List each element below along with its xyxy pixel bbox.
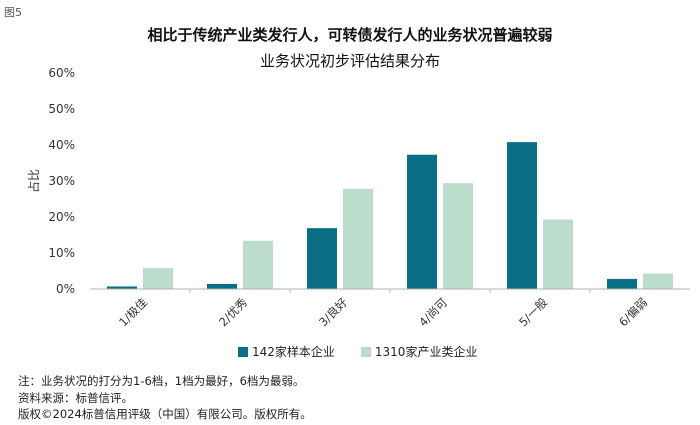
x-tick-label: 3/良好 (316, 295, 350, 329)
y-axis-label: 占比 (26, 169, 41, 193)
note-source: 资料来源：标普信评。 (18, 390, 133, 405)
footnotes: 注：业务状况的打分为1-6档，1档为最好，6档为最弱。 资料来源：标普信评。 版… (18, 373, 312, 423)
x-tick-label: 1/极佳 (116, 295, 150, 329)
legend-label-sample: 142家样本企业 (252, 345, 335, 359)
x-tick-label: 6/偏弱 (616, 295, 650, 329)
bar-industry-4 (443, 183, 473, 289)
y-axis-ticks: 0% 10% 20% 30% 40% 50% 60% (48, 66, 75, 296)
chart-title: 相比于传统产业类发行人，可转债发行人的业务状况普遍较弱 (147, 26, 553, 44)
x-tick-label: 5/一般 (516, 295, 550, 329)
chart-subtitle: 业务状况初步评估结果分布 (259, 52, 440, 70)
bars (107, 142, 673, 289)
note-copyright: 版权©2024标普信用评级（中国）有限公司。版权所有。 (18, 407, 312, 421)
legend-item-sample: 142家样本企业 (238, 343, 335, 360)
bar-sample-4 (407, 154, 437, 289)
y-tick-label: 30% (48, 174, 75, 188)
legend-swatch-industry (360, 346, 371, 357)
bar-sample-6 (607, 278, 637, 289)
bar-sample-5 (507, 142, 537, 289)
bar-sample-1 (107, 286, 137, 289)
figure-label: 图5 (4, 6, 22, 19)
y-tick-label: 20% (48, 210, 75, 224)
y-tick-label: 10% (48, 246, 75, 260)
x-tick-label: 4/尚可 (416, 295, 450, 329)
y-tick-label: 0% (56, 282, 75, 296)
bar-sample-2 (207, 283, 237, 289)
legend-swatch-sample (238, 346, 248, 357)
bar-chart: 0% 10% 20% 30% 40% 50% 60% 1/极佳 2/优秀 3/良好 4/尚可 5/一… (26, 66, 690, 329)
legend-label-industry: 1310家产业类企业 (374, 345, 478, 359)
y-tick-label: 40% (48, 138, 75, 152)
y-tick-label: 60% (48, 66, 75, 80)
bar-industry-6 (643, 273, 673, 289)
legend: 142家样本企业 1310家产业类企业 (238, 343, 477, 360)
legend-item-industry: 1310家产业类企业 (360, 343, 478, 360)
x-tick-label: 2/优秀 (216, 295, 250, 329)
bar-industry-2 (243, 240, 273, 289)
x-axis-ticks: 1/极佳 2/优秀 3/良好 4/尚可 5/一般 6/偏弱 (116, 289, 650, 329)
bar-industry-5 (543, 219, 573, 289)
bar-sample-3 (307, 228, 337, 289)
bar-industry-1 (143, 268, 173, 289)
y-tick-label: 50% (48, 102, 75, 116)
note-scoring: 注：业务状况的打分为1-6档，1档为最好，6档为最弱。 (18, 374, 305, 388)
bar-industry-3 (343, 188, 373, 289)
